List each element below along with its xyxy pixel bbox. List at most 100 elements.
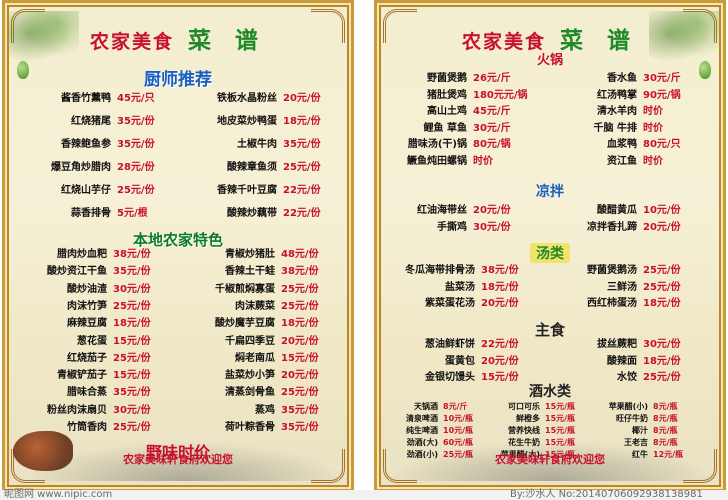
menu-item: 蒜香排骨 5元/根 — [13, 206, 175, 222]
menu-item: 冬瓜海带排骨汤 38元/份 — [381, 263, 543, 279]
menu-item: 凉拌香扎蹄 20元/份 — [553, 220, 705, 236]
dish-price: 25元/份 — [113, 422, 151, 433]
menu-item: 西红柿蛋汤 18元/份 — [553, 296, 705, 312]
footer-welcome: 农家美味轩食府欢迎您 — [123, 453, 233, 466]
dish-name: 蒜香排骨 — [71, 208, 111, 219]
drink-name: 旺仔牛奶 — [616, 414, 648, 423]
menu-item: 焖老南瓜 15元/份 — [181, 351, 343, 367]
dish-name: 肉沫蕨菜 — [235, 300, 275, 312]
menu-item: 野菌煲鹅 26元/斤 — [381, 71, 543, 87]
dish-price: 18元/份 — [281, 318, 319, 330]
menu-item: 粉丝肉沫扇贝 30元/份 — [13, 403, 173, 419]
dish-price: 20元/份 — [281, 335, 319, 347]
dish-price: 25元/份 — [113, 300, 151, 312]
dish-name: 盐菜炒小笋 — [225, 370, 275, 382]
dish-name: 肉沫竹笋 — [67, 300, 107, 312]
dish-name: 野菌煲鹅汤 — [587, 265, 637, 276]
title-text: 农家美食 — [89, 31, 174, 53]
dish-name: 腊味合蒸 — [67, 387, 107, 399]
menu-item: 地皮菜炒鸭蛋 18元/份 — [181, 114, 343, 130]
dish-price: 18元/份 — [643, 298, 681, 309]
drink-price: 8元/斤 — [443, 402, 468, 411]
dish-price: 30元/份 — [473, 222, 511, 233]
dish-name: 红油海带丝 — [417, 205, 467, 216]
menu-item: 猪肚煲鸡 180元元/锅 — [381, 88, 543, 104]
ink-landscape — [387, 441, 717, 481]
ornament-corner — [311, 9, 345, 43]
ornament-corner — [311, 449, 345, 483]
dish-price: 25元/份 — [113, 352, 151, 364]
menu-item: 荷叶粽香骨 35元/份 — [181, 420, 343, 436]
dish-name: 焖老南瓜 — [235, 352, 275, 364]
menu-item: 酸炒魔芋豆腐 18元/份 — [181, 316, 343, 332]
dish-price: 35元/份 — [113, 387, 151, 399]
dish-price: 25元/份 — [281, 387, 319, 399]
menu-item: 高山土鸡 45元/斤 — [381, 104, 543, 120]
dish-price: 20元/份 — [283, 93, 321, 104]
dish-name: 红烧茄子 — [67, 352, 107, 364]
dish-price: 15元/份 — [281, 352, 319, 364]
dish-price: 18元/份 — [283, 116, 321, 127]
dish-price: 48元/份 — [281, 249, 319, 260]
dish-price: 15元/份 — [113, 335, 151, 347]
menu-item: 紫菜蛋花汤 20元/份 — [381, 296, 543, 312]
watermark-band — [0, 490, 728, 500]
dish-name: 酸炒资江干鱼 — [47, 266, 107, 278]
menu-item: 酸辣炒藕带 22元/份 — [181, 206, 343, 222]
dish-price: 20元/份 — [643, 222, 681, 233]
drink-name: 清泉啤酒 — [406, 414, 438, 423]
dish-name: 香辣鲍鱼参 — [61, 139, 111, 150]
dish-name: 资江鱼 — [607, 155, 637, 167]
drink-price: 15元/瓶 — [545, 414, 576, 423]
dish-price: 18元/份 — [481, 281, 519, 293]
dish-name: 三鲜汤 — [607, 281, 637, 293]
dish-name: 酸辣章鱼须 — [227, 162, 277, 173]
dish-price: 35元/份 — [117, 139, 155, 150]
dish-price: 26元/斤 — [473, 73, 511, 84]
dish-name: 手撕鸡 — [437, 222, 467, 233]
menu-item: 葱花蛋 15元/份 — [13, 334, 173, 350]
dish-price: 时价 — [643, 122, 663, 134]
gourd-icon — [17, 61, 29, 79]
dish-name: 荷叶粽香骨 — [225, 422, 275, 433]
menu-item: 红汤鸭掌 90元/锅 — [553, 88, 705, 104]
dish-price: 25元/份 — [117, 185, 155, 196]
dish-price: 38元/份 — [113, 249, 151, 260]
watermark-right: By:沙水人 No:20140706092938138981 — [510, 489, 703, 500]
dish-price: 30元/斤 — [473, 122, 511, 134]
menu-item: 肉沫蕨菜 25元/份 — [181, 299, 343, 315]
dish-name: 鲤鱼 草鱼 — [423, 122, 467, 134]
menu-item: 香辣鲍鱼参 35元/份 — [13, 137, 175, 153]
dish-name: 青椒铲茄子 — [57, 370, 107, 382]
dish-name: 盐菜汤 — [445, 281, 475, 293]
drink-name: 纯生啤酒 — [406, 426, 438, 435]
drink-price: 10元/瓶 — [443, 426, 474, 435]
drink-price: 8元/瓶 — [653, 437, 703, 449]
ornament-corner — [11, 449, 45, 483]
drink-name: 王老吉 — [603, 437, 651, 449]
menu-item: 三鲜汤 25元/份 — [553, 280, 705, 296]
section-staple: 主食 — [534, 321, 565, 339]
dish-name: 香辣土干蛙 — [225, 266, 275, 278]
menu-item: 爆豆角炒腊肉 28元/份 — [13, 160, 175, 176]
dish-name: 酸炒油渣 — [67, 283, 107, 295]
dish-price: 45元/斤 — [473, 106, 511, 117]
dish-name: 红烧猪尾 — [71, 116, 111, 127]
dish-name: 千椒煎焖寡蛋 — [215, 283, 275, 295]
dish-price: 20元/份 — [473, 205, 511, 216]
dish-price: 18元/份 — [113, 318, 151, 330]
footer-welcome: 农家美味轩食府欢迎您 — [495, 453, 605, 466]
drink-name: 可口可乐 — [508, 402, 540, 411]
dish-name: 红烧山芋仔 — [61, 185, 111, 196]
dish-name: 酱香竹薰鸭 — [61, 93, 111, 104]
dish-price: 80元/只 — [643, 139, 681, 150]
drink-price: 15元/瓶 — [545, 426, 576, 435]
dish-price: 30元/斤 — [643, 73, 681, 84]
dish-price: 25元/份 — [281, 300, 319, 312]
menu-item: 酸醋黄瓜 10元/份 — [553, 203, 705, 219]
menu-title: 农家美食菜 谱 — [377, 21, 723, 55]
drink-price: 60元/瓶 — [443, 437, 495, 449]
dish-price: 35元/份 — [283, 139, 321, 150]
dish-name: 蒸鸡 — [255, 404, 275, 416]
dish-price: 35元/份 — [117, 116, 155, 127]
